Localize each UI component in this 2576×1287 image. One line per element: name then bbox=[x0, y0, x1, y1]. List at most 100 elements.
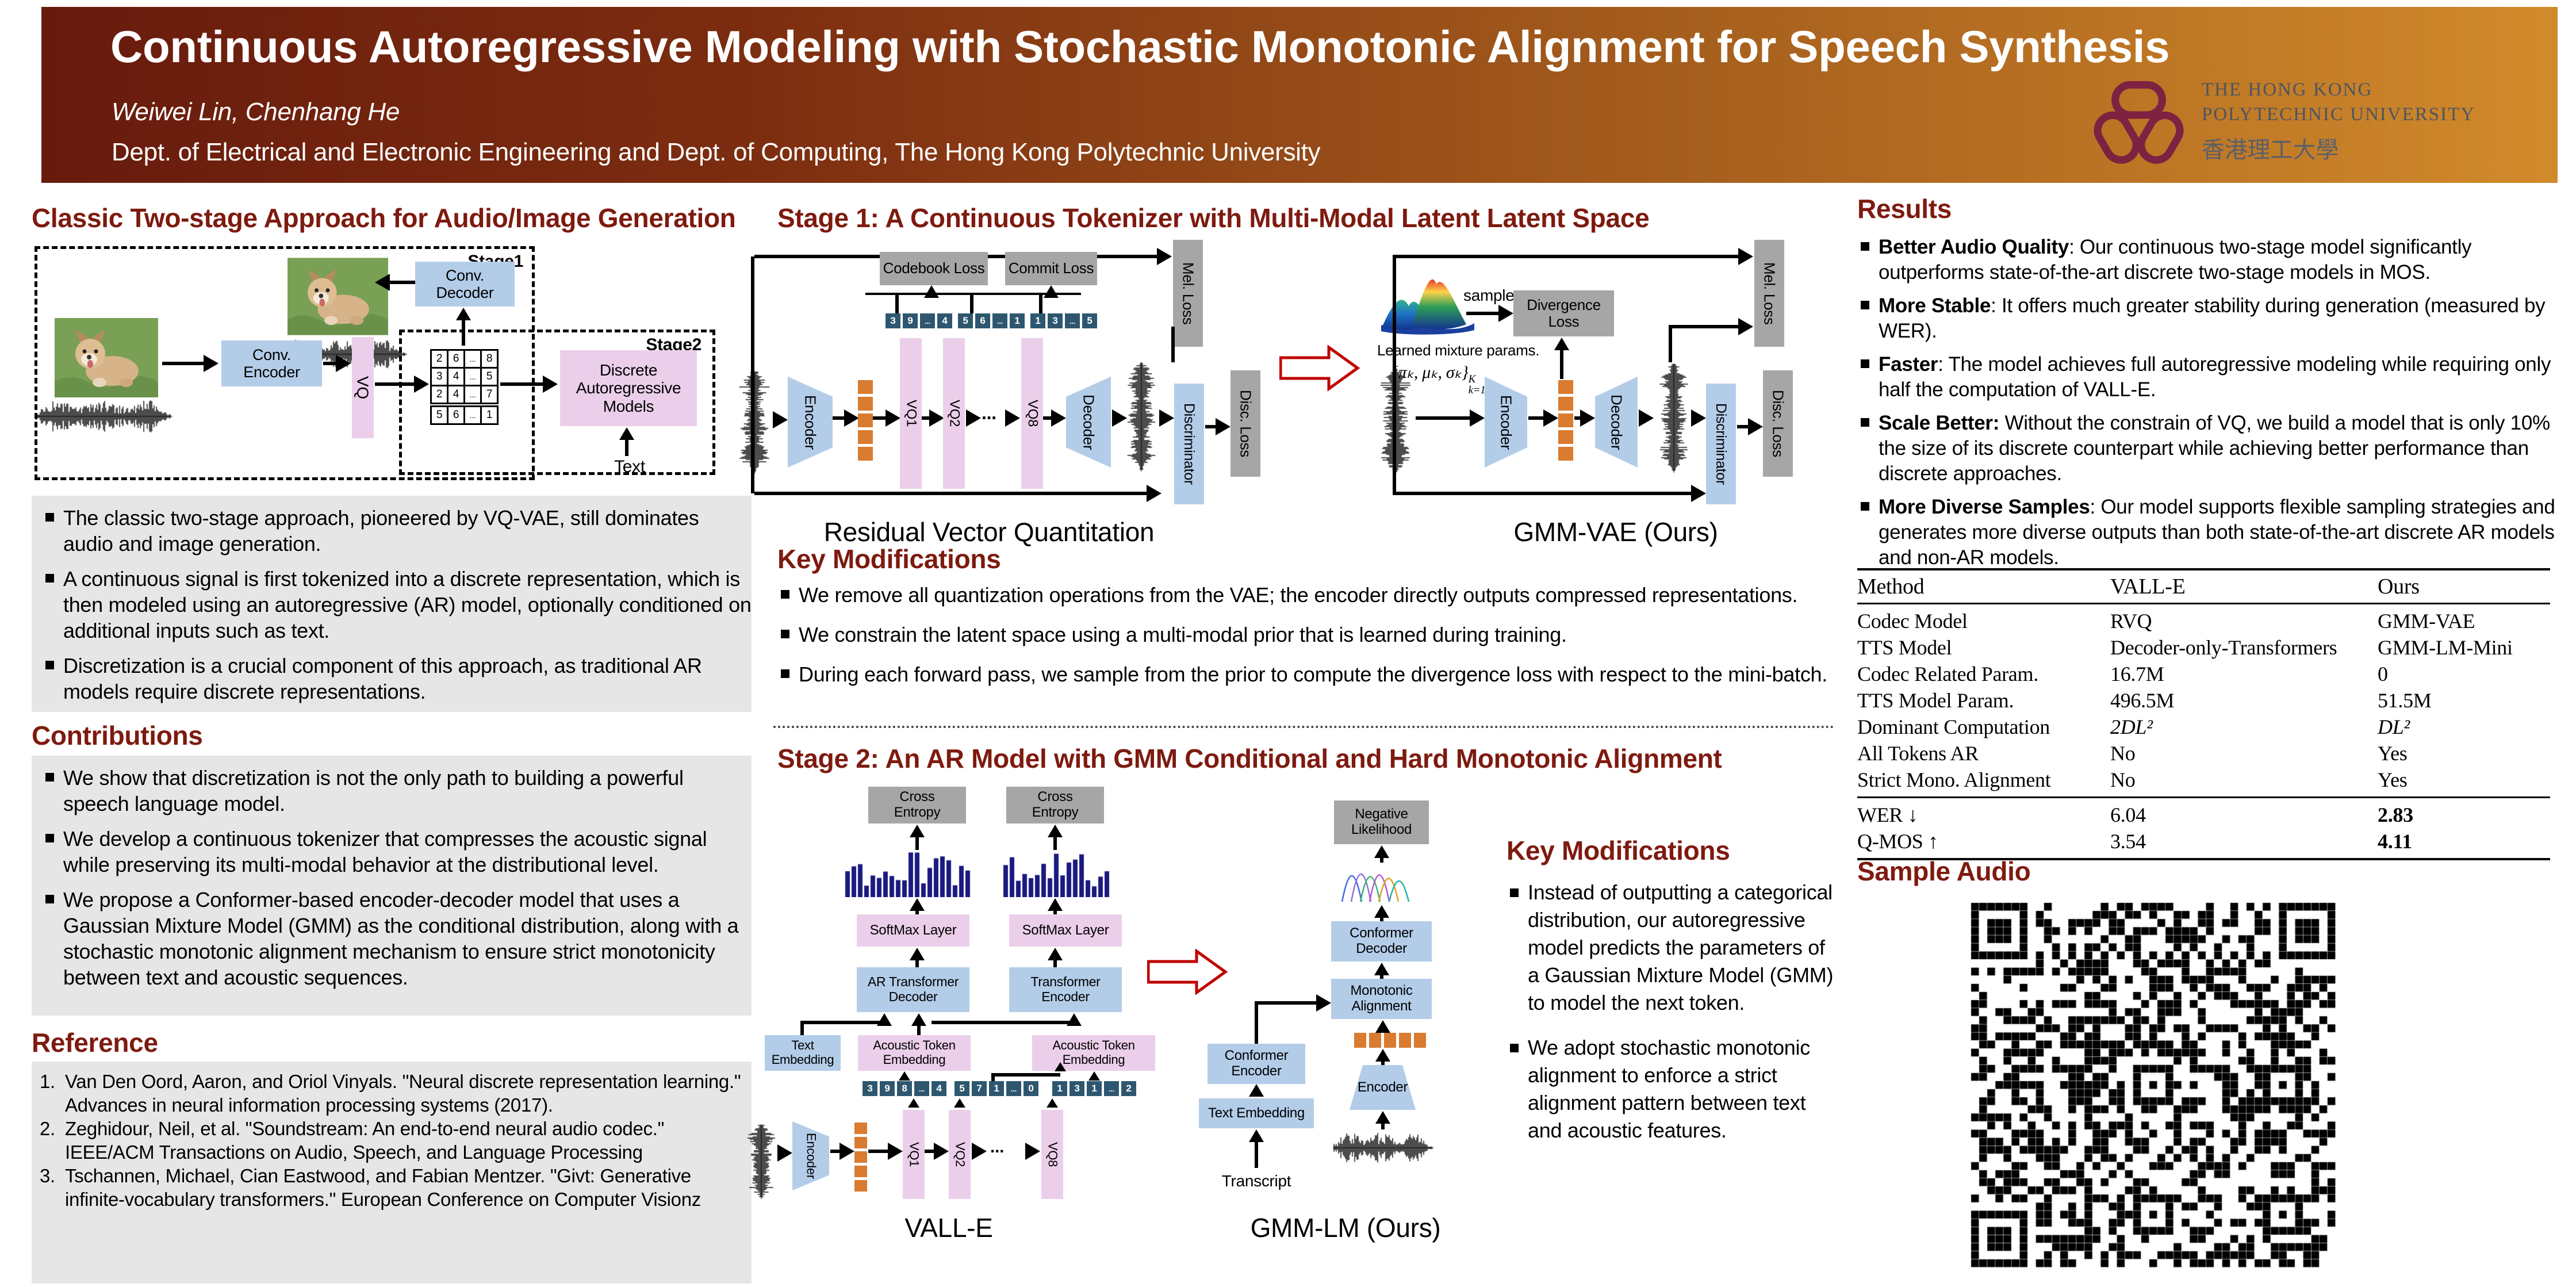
arrow bbox=[911, 1013, 926, 1026]
grid-cell: 5 bbox=[480, 367, 499, 386]
arrow bbox=[462, 320, 465, 346]
mel-loss-box: Mel. Loss bbox=[1173, 240, 1203, 347]
list-item: More Stable: It offers much greater stab… bbox=[1857, 293, 2559, 344]
table-row: Codec Model RVQ GMM-VAE bbox=[1857, 610, 2475, 633]
waveform-icon bbox=[34, 399, 172, 434]
keymod2-bullets: Instead of outputting a categorical dist… bbox=[1506, 879, 1840, 1144]
ellipsis: ... bbox=[990, 1137, 1005, 1156]
divider bbox=[773, 726, 1834, 728]
arrow bbox=[1316, 994, 1331, 1012]
arrow bbox=[1466, 312, 1498, 315]
gmm-lm-caption: GMM-LM (Ours) bbox=[1250, 1213, 1441, 1243]
softmax-layer-box: SoftMax Layer bbox=[1009, 914, 1122, 947]
connector-line bbox=[931, 1021, 1074, 1024]
arrow bbox=[868, 1150, 888, 1153]
arrow bbox=[908, 1098, 919, 1108]
conv-decoder-label: Conv. Decoder bbox=[436, 266, 494, 301]
arrow bbox=[844, 409, 859, 427]
polyu-logo: THE HONG KONG POLYTECHNIC UNIVERSITY 香港理… bbox=[2088, 75, 2475, 178]
poster-title: Continuous Autoregressive Modeling with … bbox=[110, 21, 2170, 72]
arrow bbox=[885, 409, 900, 427]
encoder-block: Encoder bbox=[788, 377, 833, 468]
keymod1-bullets: We remove all quantization operations fr… bbox=[777, 582, 1830, 687]
grid-cell: 7 bbox=[480, 385, 499, 404]
connector-line bbox=[991, 1075, 995, 1081]
arrow bbox=[1374, 905, 1389, 918]
bullet-marker bbox=[781, 590, 789, 599]
grid-cell: 3 bbox=[430, 367, 448, 386]
grid-cell: 4 bbox=[447, 367, 465, 386]
token-chip-row: 5 7 1... 0 bbox=[954, 1081, 1041, 1096]
arrow bbox=[1053, 837, 1057, 850]
arrow bbox=[1055, 1062, 1066, 1071]
waveform-icon bbox=[1379, 368, 1412, 474]
table-row: Q-MOS ↑ 3.54 4.11 bbox=[1857, 830, 2412, 853]
arrow bbox=[1043, 416, 1051, 420]
connector-line bbox=[1669, 325, 1738, 328]
bullet-marker bbox=[45, 574, 54, 583]
table-rule bbox=[1857, 568, 2550, 570]
list-item: We constrain the latent space using a mu… bbox=[777, 622, 1830, 648]
list-item: Discretization is a crucial component of… bbox=[42, 653, 752, 704]
bullet-marker bbox=[781, 669, 789, 678]
text-embedding-box: Text Embedding bbox=[1199, 1098, 1314, 1128]
arrow bbox=[1112, 409, 1127, 427]
monotonic-alignment-box: Monotonic Alignment bbox=[1331, 979, 1432, 1019]
arrow bbox=[915, 960, 919, 967]
arrow bbox=[1067, 1013, 1082, 1026]
arrow bbox=[456, 308, 471, 320]
bullet-marker bbox=[1861, 418, 1869, 427]
arrow bbox=[323, 362, 336, 365]
arrow bbox=[1380, 858, 1383, 863]
gmm-curves-icon bbox=[1340, 863, 1423, 907]
bullet-marker bbox=[45, 834, 54, 842]
comparison-table: Method VALL-E Ours Codec Model RVQ GMM-VAE… bbox=[1857, 568, 2550, 860]
contributions-panel: We show that discretization is not the o… bbox=[32, 756, 752, 1016]
token-chip-row: 3 9 8... 4 bbox=[862, 1081, 949, 1096]
bullet-marker bbox=[1861, 242, 1869, 251]
list-item: Faster: The model achieves full autoregr… bbox=[1857, 352, 2559, 403]
polyu-logo-icon bbox=[2088, 75, 2189, 178]
section-heading-results: Results bbox=[1857, 194, 1952, 224]
acoustic-token-embedding-box: Acoustic Token Embedding bbox=[858, 1035, 971, 1071]
waveform-icon bbox=[738, 371, 771, 474]
connector-line bbox=[991, 1073, 1060, 1077]
section-heading-stage2: Stage 2: An AR Model with GMM Conditiona… bbox=[777, 744, 1722, 773]
grid-cell: 8 bbox=[480, 349, 499, 369]
list-item: 3. Tschannen, Michael, Cian Eastwood, and… bbox=[40, 1165, 701, 1210]
connector-line bbox=[1393, 492, 1691, 495]
arrow bbox=[1416, 416, 1470, 420]
ellipsis: ... bbox=[982, 403, 996, 423]
arrow bbox=[1147, 485, 1162, 502]
list-item: 1. Van Den Oord, Aaron, and Oriol Vinyals… bbox=[40, 1071, 741, 1116]
token-chip-row: 1 3 1... 2 bbox=[1052, 1081, 1138, 1096]
arrow bbox=[1044, 285, 1059, 298]
section-heading-reference: Reference bbox=[32, 1028, 158, 1058]
section-heading-stage1: Stage 1: A Continuous Tokenizer with Mul… bbox=[777, 203, 1650, 233]
dog-photo bbox=[288, 258, 388, 338]
connector-line bbox=[1039, 295, 1042, 313]
arrow bbox=[500, 382, 543, 386]
grid-cell: ... bbox=[463, 367, 482, 386]
token-chip-row: 3 9... 4 bbox=[885, 313, 954, 328]
encoder-block: Encoder bbox=[792, 1121, 829, 1190]
approach-bullets-panel: The classic two-stage approach, pioneere… bbox=[32, 496, 752, 712]
rvq-caption: Residual Vector Quantitation bbox=[823, 517, 1155, 547]
latent-tokens-icon bbox=[1558, 380, 1573, 461]
cross-entropy-box: Cross Entropy bbox=[868, 787, 966, 823]
mel-loss-box: Mel. Loss bbox=[1754, 240, 1784, 347]
table-row: Dominant Computation 2DL² DL² bbox=[1857, 715, 2410, 738]
logo-text-line1: THE HONG KONG bbox=[2202, 79, 2373, 100]
arrow bbox=[922, 416, 929, 420]
arrow bbox=[619, 427, 634, 440]
vq2-bar: VQ2 bbox=[949, 1110, 971, 1199]
grid-cell: ... bbox=[463, 385, 482, 404]
list-item: More Diverse Samples: Our model supports… bbox=[1857, 495, 2559, 570]
waveform-icon bbox=[1333, 1131, 1433, 1165]
arrow bbox=[1560, 350, 1563, 379]
arrow bbox=[1380, 918, 1383, 921]
commit-loss-box: Commit Loss bbox=[1005, 252, 1097, 285]
arrow bbox=[1381, 1124, 1385, 1129]
table-row: All Tokens AR No Yes bbox=[1857, 742, 2408, 765]
